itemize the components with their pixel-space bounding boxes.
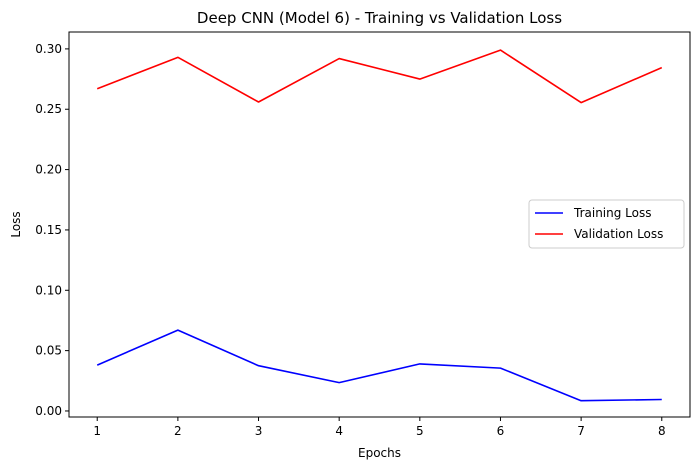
x-tick-label: 3 (255, 424, 263, 438)
training-loss-line (96, 329, 662, 402)
legend-label-training: Training Loss (573, 206, 651, 220)
series-layer (96, 49, 663, 402)
x-tick-label: 5 (416, 424, 424, 438)
legend: Training Loss Validation Loss (528, 199, 685, 249)
x-tick-label: 8 (658, 424, 666, 438)
x-tick-label: 1 (93, 424, 101, 438)
legend-label-validation: Validation Loss (574, 227, 663, 241)
plot-frame (68, 31, 691, 418)
y-tick-label: 0.30 (35, 42, 62, 56)
x-tick-label: 7 (577, 424, 585, 438)
x-axis-label: Epochs (358, 446, 401, 460)
y-tick-label: 0.20 (35, 163, 62, 177)
y-tick-label: 0.25 (35, 102, 62, 116)
chart-title: Deep CNN (Model 6) - Training vs Validat… (197, 9, 562, 27)
x-axis-ticks: 1 2 3 4 5 6 7 8 (93, 417, 666, 438)
y-tick-label: 0.15 (35, 223, 62, 237)
legend-box (528, 199, 685, 249)
x-tick-label: 4 (335, 424, 343, 438)
x-tick-label: 6 (497, 424, 505, 438)
validation-loss-line (96, 49, 663, 104)
y-axis-ticks: 0.00 0.05 0.10 0.15 0.20 0.25 0.30 (35, 42, 69, 418)
x-tick-label: 2 (174, 424, 182, 438)
y-axis-label: Loss (9, 211, 23, 237)
y-tick-label: 0.00 (35, 404, 62, 418)
y-tick-label: 0.10 (35, 283, 62, 297)
y-tick-label: 0.05 (35, 344, 62, 358)
